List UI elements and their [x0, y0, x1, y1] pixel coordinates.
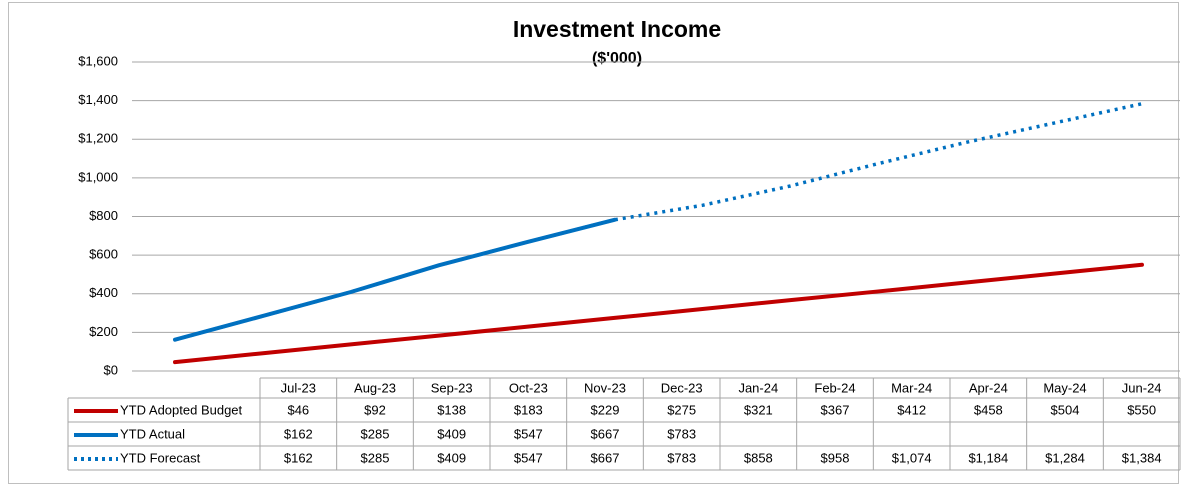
y-tick-label: $0 [104, 362, 118, 377]
legend-label: YTD Actual [120, 426, 185, 441]
y-tick-label: $800 [89, 208, 118, 223]
legend-label: YTD Adopted Budget [120, 402, 243, 417]
table-value: $667 [591, 450, 620, 465]
table-value: $409 [437, 426, 466, 441]
table-value: $783 [667, 426, 696, 441]
table-value: $229 [591, 402, 620, 417]
y-tick-label: $1,200 [78, 131, 118, 146]
y-tick-label: $200 [89, 324, 118, 339]
table-value: $162 [284, 426, 313, 441]
y-tick-label: $400 [89, 285, 118, 300]
legend-label: YTD Forecast [120, 450, 201, 465]
x-tick-label: Feb-24 [814, 380, 855, 395]
chart-subtitle: ($'000) [592, 50, 642, 67]
table-value: $458 [974, 402, 1003, 417]
x-tick-label: Sep-23 [431, 380, 473, 395]
x-tick-label: Dec-23 [661, 380, 703, 395]
table-value: $183 [514, 402, 543, 417]
table-value: $275 [667, 402, 696, 417]
table-value: $504 [1051, 402, 1080, 417]
table-value: $1,184 [968, 450, 1008, 465]
x-tick-label: May-24 [1043, 380, 1086, 395]
table-value: $285 [361, 450, 390, 465]
table-value: $409 [437, 450, 466, 465]
table-value: $547 [514, 450, 543, 465]
table-value: $321 [744, 402, 773, 417]
table-value: $367 [821, 402, 850, 417]
table-value: $138 [437, 402, 466, 417]
x-tick-label: Oct-23 [509, 380, 548, 395]
table-value: $667 [591, 426, 620, 441]
chart-border [8, 2, 1179, 484]
table-value: $92 [364, 402, 386, 417]
y-tick-label: $1,000 [78, 169, 118, 184]
x-tick-label: Nov-23 [584, 380, 626, 395]
table-value: $958 [821, 450, 850, 465]
table-value: $783 [667, 450, 696, 465]
x-tick-label: Mar-24 [891, 380, 932, 395]
chart-title: Investment Income [513, 16, 721, 42]
table-value: $858 [744, 450, 773, 465]
x-tick-label: Jul-23 [281, 380, 316, 395]
x-tick-label: Jun-24 [1122, 380, 1162, 395]
table-value: $285 [361, 426, 390, 441]
table-value: $1,284 [1045, 450, 1085, 465]
table-value: $162 [284, 450, 313, 465]
x-tick-label: Jan-24 [738, 380, 778, 395]
table-value: $547 [514, 426, 543, 441]
series-line [173, 262, 1144, 365]
table-value: $412 [897, 402, 926, 417]
series-line [173, 217, 617, 342]
y-tick-label: $1,400 [78, 92, 118, 107]
x-tick-label: Aug-23 [354, 380, 396, 395]
table-value: $1,384 [1122, 450, 1162, 465]
table-value: $1,074 [892, 450, 932, 465]
table-value: $550 [1127, 402, 1156, 417]
y-tick-label: $1,600 [78, 53, 118, 68]
table-value: $46 [287, 402, 309, 417]
x-tick-label: Apr-24 [969, 380, 1008, 395]
y-tick-label: $600 [89, 247, 118, 262]
